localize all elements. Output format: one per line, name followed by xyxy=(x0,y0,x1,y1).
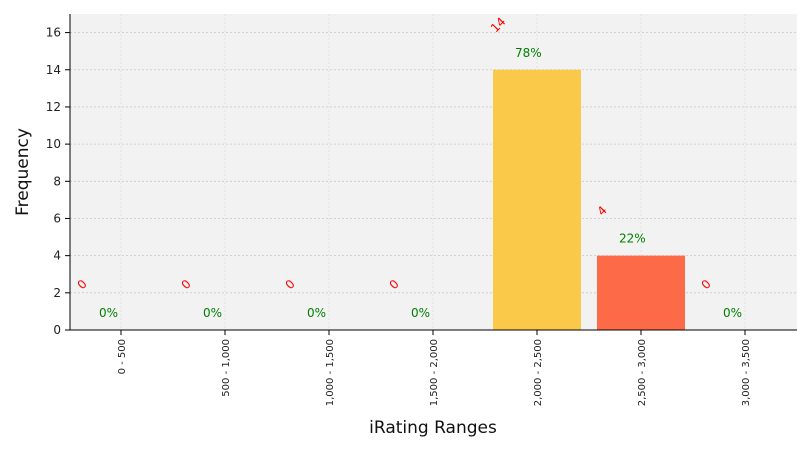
x-tick-label: 2,500 - 3,000 xyxy=(637,339,648,406)
y-tick-label: 14 xyxy=(46,63,61,77)
y-tick-label: 2 xyxy=(53,286,61,300)
percent-label: 0% xyxy=(203,306,222,320)
y-tick-label: 10 xyxy=(46,137,61,151)
percent-label: 78% xyxy=(515,46,542,60)
grid-lines xyxy=(70,14,797,331)
y-tick-label: 6 xyxy=(53,211,61,225)
x-axis-label: iRating Ranges xyxy=(369,418,497,438)
y-axis-label: Frequency xyxy=(13,128,33,216)
x-axis-ticks: 0 - 500 500 - 1,000 1,000 - 1,500 1,500 - 2… xyxy=(117,330,752,406)
bar xyxy=(597,255,685,330)
x-tick-label: 3,000 - 3,500 xyxy=(741,339,752,406)
percent-label: 0% xyxy=(723,306,742,320)
x-tick-label: 1,000 - 1,500 xyxy=(325,339,336,406)
y-tick-label: 0 xyxy=(53,323,61,337)
x-tick-label: 2,000 - 2,500 xyxy=(533,339,544,406)
y-tick-label: 4 xyxy=(53,249,61,263)
percent-label: 0% xyxy=(307,306,326,320)
y-tick-label: 12 xyxy=(46,100,61,114)
percent-label: 22% xyxy=(619,232,646,246)
x-tick-label: 500 - 1,000 xyxy=(221,339,232,397)
y-tick-label: 8 xyxy=(53,174,61,188)
bar xyxy=(493,69,581,330)
x-tick-label: 0 - 500 xyxy=(117,339,128,374)
bars xyxy=(493,69,685,330)
y-axis-ticks: 0 2 4 6 8 10 12 14 16 xyxy=(46,26,70,337)
y-tick-label: 16 xyxy=(46,26,61,40)
x-tick-label: 1,500 - 2,000 xyxy=(429,339,440,406)
percent-label: 0% xyxy=(411,306,430,320)
percent-label: 0% xyxy=(99,306,118,320)
